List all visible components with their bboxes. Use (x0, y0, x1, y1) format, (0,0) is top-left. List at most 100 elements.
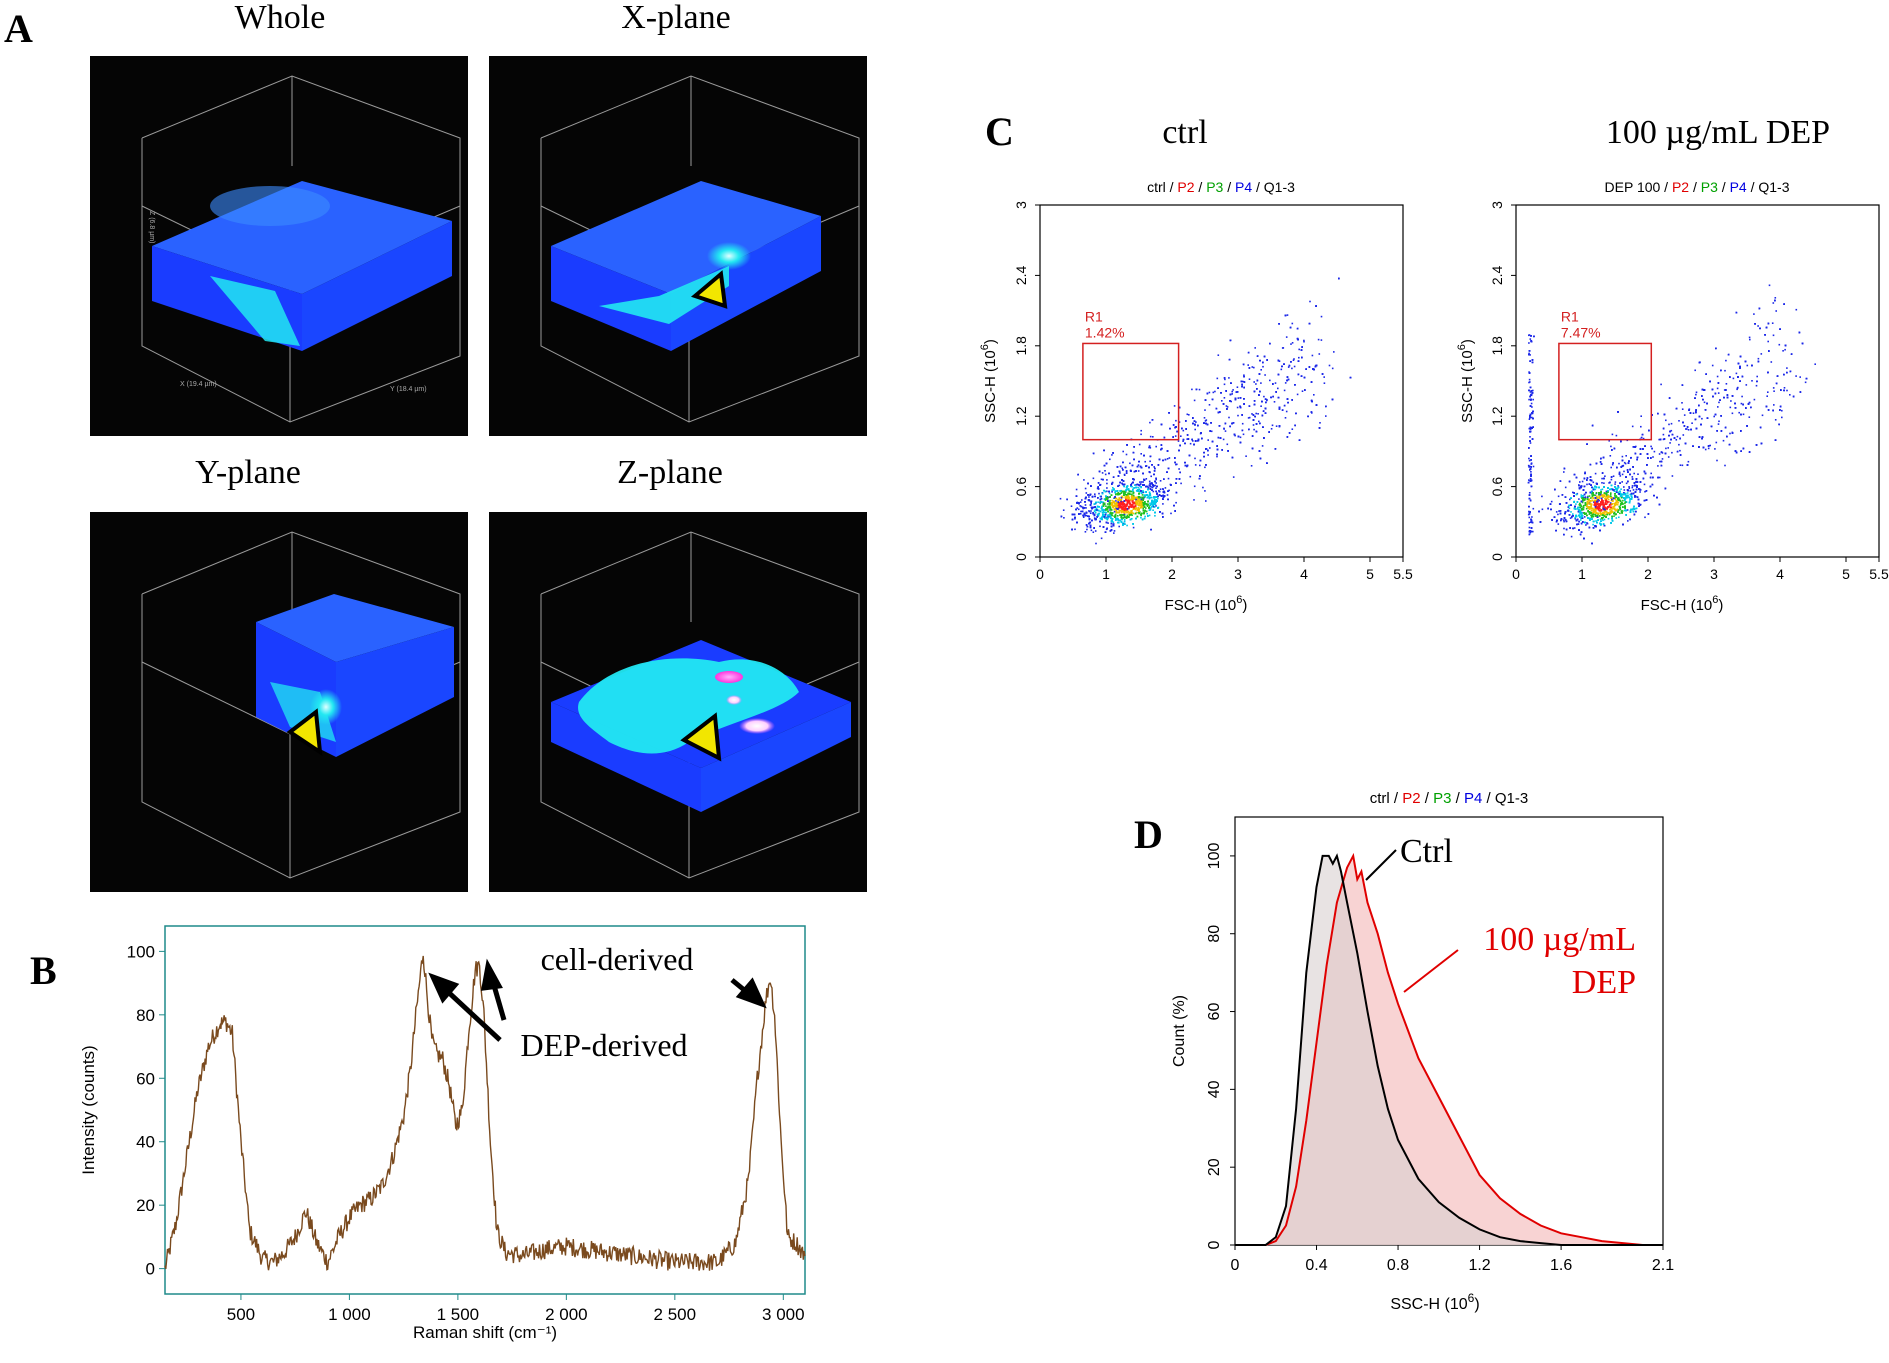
scatter-point (1117, 485, 1119, 487)
scatter-point (1180, 435, 1182, 437)
scatter-point (1258, 450, 1261, 452)
scatter-point (1278, 323, 1280, 325)
scatter-point (1725, 383, 1728, 385)
scatter-point (1123, 473, 1126, 476)
scatter-point (1260, 369, 1262, 371)
scatter-point (1311, 354, 1314, 357)
scatter-point (1631, 486, 1634, 489)
scatter-point (1140, 429, 1142, 432)
scatter-point (1191, 438, 1193, 441)
scatter-point (1170, 484, 1172, 486)
scatter-point (1678, 443, 1680, 446)
scatter-point (1138, 443, 1141, 446)
scatter-point (1298, 348, 1300, 351)
scatter-point (1085, 511, 1088, 514)
scatter-point (1123, 483, 1126, 486)
scatter-point (1597, 513, 1599, 516)
scatter-point (1619, 508, 1622, 511)
scatter-point (1239, 405, 1241, 408)
scatter-point (1125, 508, 1127, 510)
scatter-point (1232, 422, 1235, 424)
scatter-point (1143, 517, 1146, 520)
scatter-point (1097, 482, 1100, 484)
scatter-point (1088, 499, 1090, 501)
scatter-point (1120, 514, 1122, 516)
scatter-point (1530, 471, 1532, 473)
scatter-point (1143, 454, 1145, 457)
scatter-point (1320, 339, 1323, 341)
scatter-point (1622, 499, 1624, 502)
scatter-point (1158, 494, 1161, 496)
scatter-point (1258, 420, 1260, 423)
scatter-point (1262, 365, 1264, 368)
scatter-point (1251, 413, 1253, 415)
scatter-point (1223, 397, 1226, 399)
scatter-point (1194, 428, 1196, 431)
scatter-point (1120, 521, 1123, 523)
scatter-point (1178, 449, 1180, 452)
scatter-point (1103, 502, 1106, 505)
scatter-point (1574, 516, 1576, 519)
scatter-point (1154, 484, 1156, 487)
scatter-point (1265, 401, 1267, 404)
scatter-point (1609, 502, 1612, 504)
scatter-point (1105, 508, 1107, 510)
scatter-point (1678, 420, 1680, 422)
scatter-point (1668, 423, 1670, 426)
scatter-point (1256, 388, 1258, 390)
scatter-point (1129, 462, 1131, 465)
scatter-point (1113, 510, 1116, 513)
scatter-point (1158, 490, 1161, 493)
scatter-point (1134, 505, 1137, 507)
scatter-point (1124, 491, 1127, 493)
scatter-point (1140, 498, 1143, 501)
scatter-point (1130, 482, 1133, 485)
scatter-point (1253, 400, 1256, 402)
scatter-point (1080, 505, 1083, 508)
scatter-point (1111, 454, 1113, 456)
scatter-point (1146, 485, 1148, 488)
scatter-point (1624, 462, 1627, 465)
scatter-point (1722, 439, 1725, 442)
x-axis-label: FSC-H (106) (1165, 594, 1248, 614)
scatter-point (1127, 494, 1130, 497)
scatter-point (1308, 366, 1311, 368)
scatter-point (1528, 398, 1530, 401)
scatter-point (1115, 500, 1117, 502)
scatter-point (1132, 523, 1134, 525)
scatter-point (1528, 371, 1530, 373)
scatter-point (1602, 519, 1604, 522)
scatter-point (1564, 519, 1567, 521)
scatter-point (1147, 500, 1149, 503)
scatter-point (1222, 403, 1225, 405)
scatter-point (1089, 526, 1092, 529)
scatter-point (1224, 378, 1226, 381)
scatter-point (1152, 484, 1154, 486)
scatter-point (1081, 499, 1083, 501)
scatter-point (1100, 497, 1103, 500)
scatter-point (1262, 426, 1264, 428)
scatter-point (1099, 502, 1102, 504)
scatter-point (1581, 514, 1584, 517)
scatter-point (1576, 508, 1579, 510)
scatter-point (1738, 411, 1740, 414)
scatter-point (1232, 476, 1235, 478)
scatter-point (1109, 458, 1111, 461)
scatter-point (1136, 502, 1139, 504)
scatter-point (1149, 502, 1151, 505)
scatter-point (1162, 459, 1164, 462)
scatter-point (1117, 515, 1119, 517)
scatter-point (1751, 380, 1753, 382)
y-tick-label: 1.2 (1013, 406, 1029, 426)
scatter-point (1529, 531, 1532, 534)
scatter-point (1175, 463, 1177, 466)
scatter-point (1572, 491, 1574, 494)
scatter-point (1092, 513, 1094, 515)
scatter-point (1531, 406, 1533, 408)
x-tick-label: 0 (1036, 566, 1044, 582)
scatter-point (1271, 424, 1274, 427)
scatter-point (1198, 477, 1201, 480)
scatter-point (1248, 416, 1251, 419)
scatter-point (1318, 353, 1321, 355)
scatter-point (1153, 500, 1156, 503)
